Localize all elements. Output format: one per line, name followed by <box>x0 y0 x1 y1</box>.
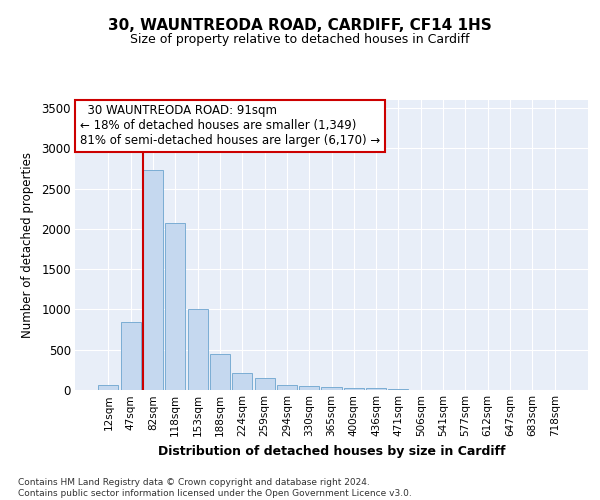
Text: 30, WAUNTREODA ROAD, CARDIFF, CF14 1HS: 30, WAUNTREODA ROAD, CARDIFF, CF14 1HS <box>108 18 492 32</box>
Bar <box>188 308 208 390</box>
X-axis label: Distribution of detached houses by size in Cardiff: Distribution of detached houses by size … <box>158 444 505 458</box>
Bar <box>322 387 341 390</box>
Y-axis label: Number of detached properties: Number of detached properties <box>21 152 34 338</box>
Bar <box>165 224 185 390</box>
Bar <box>254 378 275 390</box>
Bar <box>277 385 297 390</box>
Bar <box>299 386 319 390</box>
Bar <box>143 170 163 390</box>
Bar <box>232 373 252 390</box>
Bar <box>366 388 386 390</box>
Bar <box>98 385 118 390</box>
Text: Contains HM Land Registry data © Crown copyright and database right 2024.
Contai: Contains HM Land Registry data © Crown c… <box>18 478 412 498</box>
Bar <box>210 354 230 390</box>
Text: Size of property relative to detached houses in Cardiff: Size of property relative to detached ho… <box>130 32 470 46</box>
Text: 30 WAUNTREODA ROAD: 91sqm  
← 18% of detached houses are smaller (1,349)
81% of : 30 WAUNTREODA ROAD: 91sqm ← 18% of detac… <box>80 104 380 148</box>
Bar <box>388 389 409 390</box>
Bar <box>344 388 364 390</box>
Bar <box>121 322 141 390</box>
